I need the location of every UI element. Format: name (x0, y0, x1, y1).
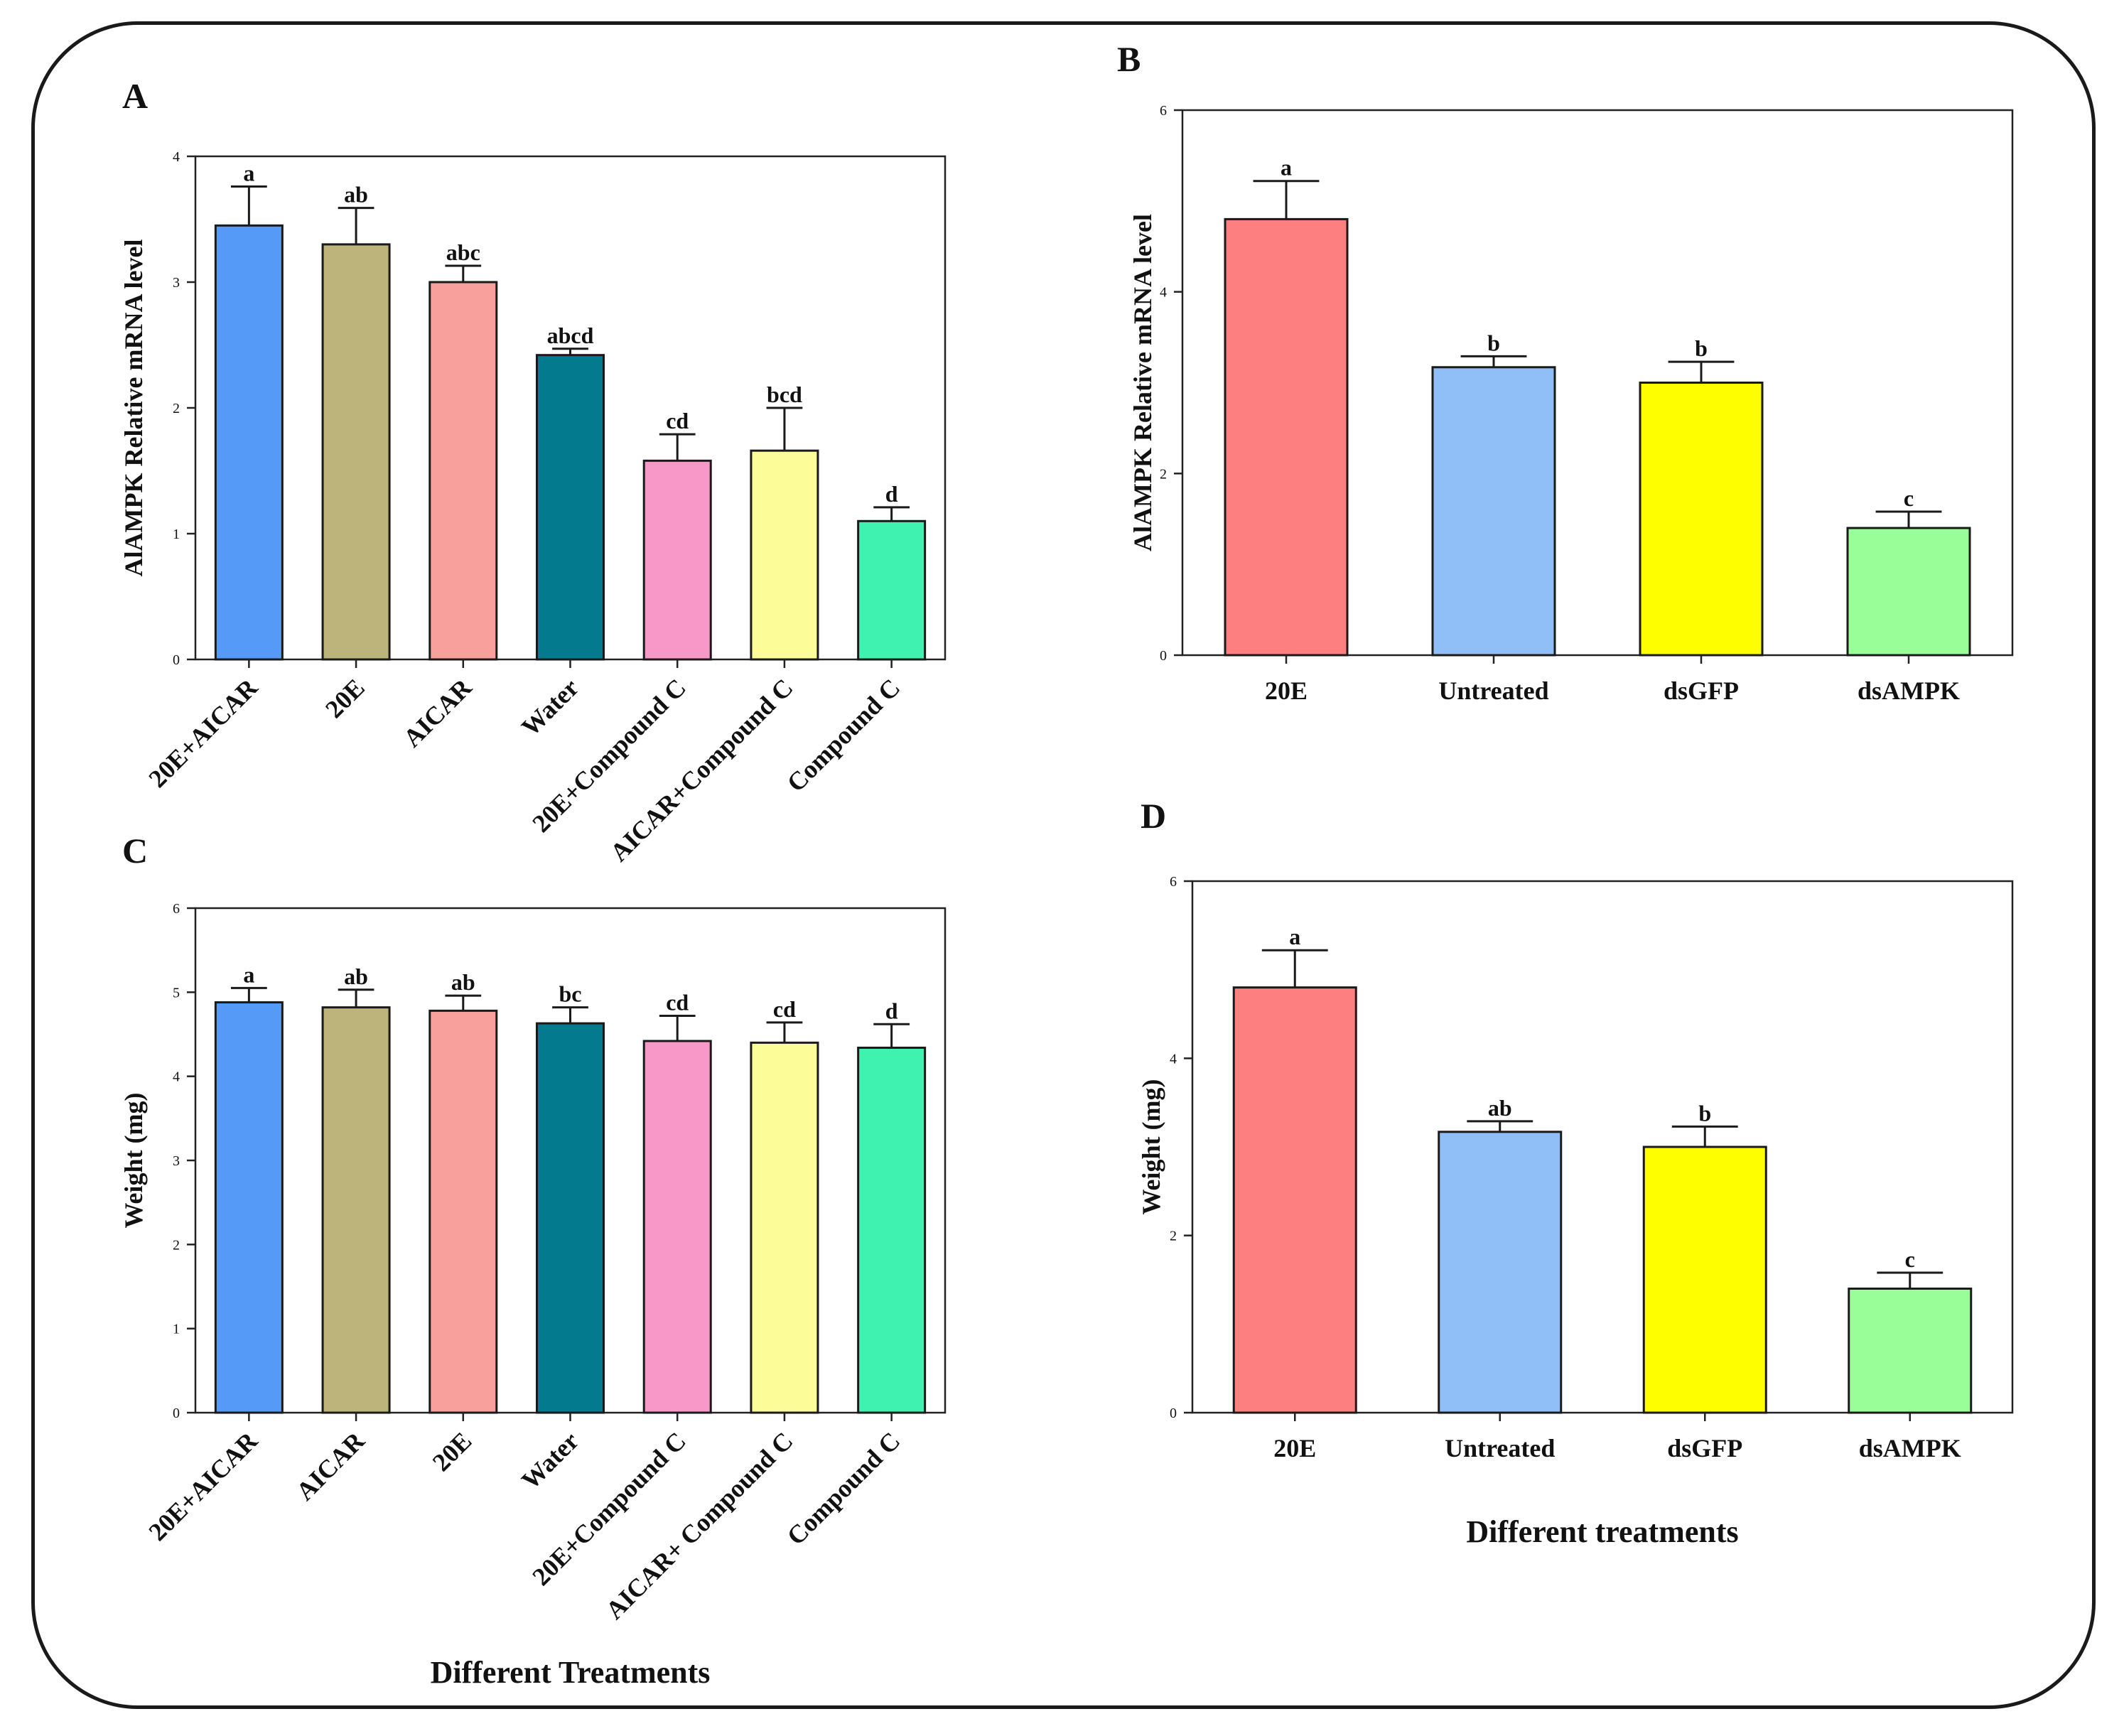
panel-d-ytick-label: 4 (1170, 1051, 1177, 1067)
panel-a-significance-label: cd (666, 408, 689, 433)
panel-c-xtick-label: AICAR (291, 1426, 370, 1506)
panel-a-letter: A (122, 76, 148, 116)
panel-b-significance-label: b (1695, 335, 1708, 361)
panel-c-significance-label: d (885, 998, 898, 1023)
panel-c-ytick-label: 0 (173, 1406, 180, 1421)
panel-a-bar (750, 449, 819, 661)
panel-c-y-axis-title: Weight (mg) (119, 1093, 148, 1229)
panel-b-ytick-label: 6 (1160, 103, 1167, 119)
panel-a-ytick-label: 2 (173, 401, 180, 416)
panel-c-bar (428, 1009, 498, 1414)
panel-c-ytick-label: 6 (173, 901, 180, 917)
panel-a-xtick-label: AICAR (398, 673, 478, 753)
panel-c-significance-label: cd (773, 996, 796, 1022)
panel-a-xtick-label: 20E+AICAR (143, 673, 263, 793)
panel-b-xtick-label: 20E (1265, 676, 1308, 705)
panel-d-bar (1232, 986, 1357, 1414)
panel-c-xtick-label: AICAR+ Compound C (600, 1426, 799, 1624)
panel-c-x-axis-title: Different Treatments (431, 1655, 711, 1690)
panel-d-ytick-label: 2 (1170, 1229, 1177, 1244)
panel-d-xtick-label: Untreated (1445, 1434, 1555, 1462)
panel-d-significance-label: a (1289, 924, 1300, 949)
panel-b-significance-label: a (1281, 155, 1292, 180)
panel-b-xtick-label: dsGFP (1664, 676, 1739, 705)
panel-b-y-axis-title: AlAMPK Relative mRNA level (1128, 214, 1157, 551)
panel-a-ytick-label: 0 (173, 652, 180, 668)
panel-a-significance-label: d (885, 481, 898, 507)
panel-c-ytick-label: 1 (173, 1322, 180, 1337)
panel-d-bar (1848, 1287, 1973, 1414)
panel-c-bar (321, 1006, 391, 1414)
panel-d-significance-label: c (1905, 1246, 1915, 1272)
panel-c-significance-label: cd (666, 989, 689, 1015)
figure-frame (31, 21, 2096, 1709)
panel-a-bar (321, 243, 391, 661)
panel-d-bar (1642, 1145, 1767, 1414)
panel-a-significance-label: abcd (547, 323, 594, 348)
panel-d-y-axis-title: Weight (mg) (1137, 1079, 1165, 1215)
panel-c-bar (857, 1046, 927, 1414)
panel-c-significance-label: ab (344, 964, 368, 989)
panel-a-ytick-label: 1 (173, 527, 180, 542)
panel-a-ytick-label: 4 (173, 149, 180, 165)
panel-b-ytick-label: 0 (1160, 648, 1167, 664)
panel-d-letter: D (1141, 796, 1166, 836)
panel-a-xtick-label: 20E (320, 673, 370, 723)
panel-b-ytick-label: 4 (1160, 285, 1167, 301)
panel-d-xtick-label: 20E (1273, 1434, 1316, 1462)
panel-b-plot-frame (1181, 109, 2014, 657)
panel-c-xtick-label: 20E (427, 1426, 478, 1477)
panel-c-significance-label: a (243, 961, 254, 987)
panel-c-bar (536, 1022, 605, 1414)
panel-a-xtick-label: Compound C (782, 673, 906, 797)
panel-d-ytick-label: 0 (1170, 1406, 1177, 1421)
panel-b-xtick-label: dsAMPK (1858, 676, 1960, 705)
panel-c-significance-label: ab (451, 969, 475, 995)
panel-c-xtick-label: Water (516, 1426, 584, 1494)
panel-d-plot-frame (1191, 880, 2014, 1414)
panel-c-xtick-label: Compound C (782, 1426, 906, 1551)
panel-a-bar (214, 224, 284, 661)
panel-d-xtick-label: dsGFP (1667, 1434, 1742, 1462)
panel-a-bar (428, 281, 498, 661)
panel-c-ytick-label: 2 (173, 1237, 180, 1253)
panel-c-xtick-label: 20E+AICAR (143, 1426, 263, 1546)
panel-b-bar (1224, 217, 1349, 657)
panel-c-ytick-label: 5 (173, 985, 180, 1001)
panel-a-significance-label: abc (446, 239, 480, 265)
panel-d-ytick-label: 6 (1170, 874, 1177, 890)
panel-a-significance-label: bcd (767, 382, 802, 407)
panel-c-letter: C (122, 831, 148, 870)
panel-b-bar (1639, 382, 1764, 657)
panel-b-significance-label: c (1904, 485, 1914, 511)
panel-b-significance-label: b (1487, 330, 1500, 355)
panel-a-bar (857, 519, 927, 661)
panel-a-xtick-label: Water (516, 673, 584, 741)
panel-a-bar (536, 354, 605, 661)
panel-c-bar (642, 1040, 712, 1414)
panel-a-xtick-label: AICAR+Compound C (605, 673, 799, 867)
panel-a-significance-label: ab (344, 182, 368, 207)
panel-a-y-axis-title: AlAMPK Relative mRNA level (119, 239, 148, 577)
panel-b-xtick-label: Untreated (1438, 676, 1548, 705)
panel-a-bar (642, 459, 712, 661)
panel-d-significance-label: b (1698, 1100, 1711, 1126)
panel-d-significance-label: ab (1488, 1095, 1512, 1121)
panel-c-bar (750, 1041, 819, 1414)
panel-b-bar (1431, 366, 1556, 657)
panel-b-ytick-label: 2 (1160, 466, 1167, 482)
panel-c-significance-label: bc (559, 981, 582, 1007)
panel-c-bar (214, 1001, 284, 1414)
panel-b-letter: B (1117, 39, 1141, 79)
panel-b-bar (1846, 527, 1971, 657)
panel-c-ytick-label: 4 (173, 1069, 180, 1085)
panel-d-xtick-label: dsAMPK (1859, 1434, 1961, 1462)
panel-d-bar (1438, 1131, 1563, 1414)
panel-a-significance-label: a (243, 160, 254, 185)
panel-a-ytick-label: 3 (173, 275, 180, 291)
panel-d-x-axis-title: Different treatments (1466, 1514, 1738, 1549)
panel-c-ytick-label: 3 (173, 1153, 180, 1169)
